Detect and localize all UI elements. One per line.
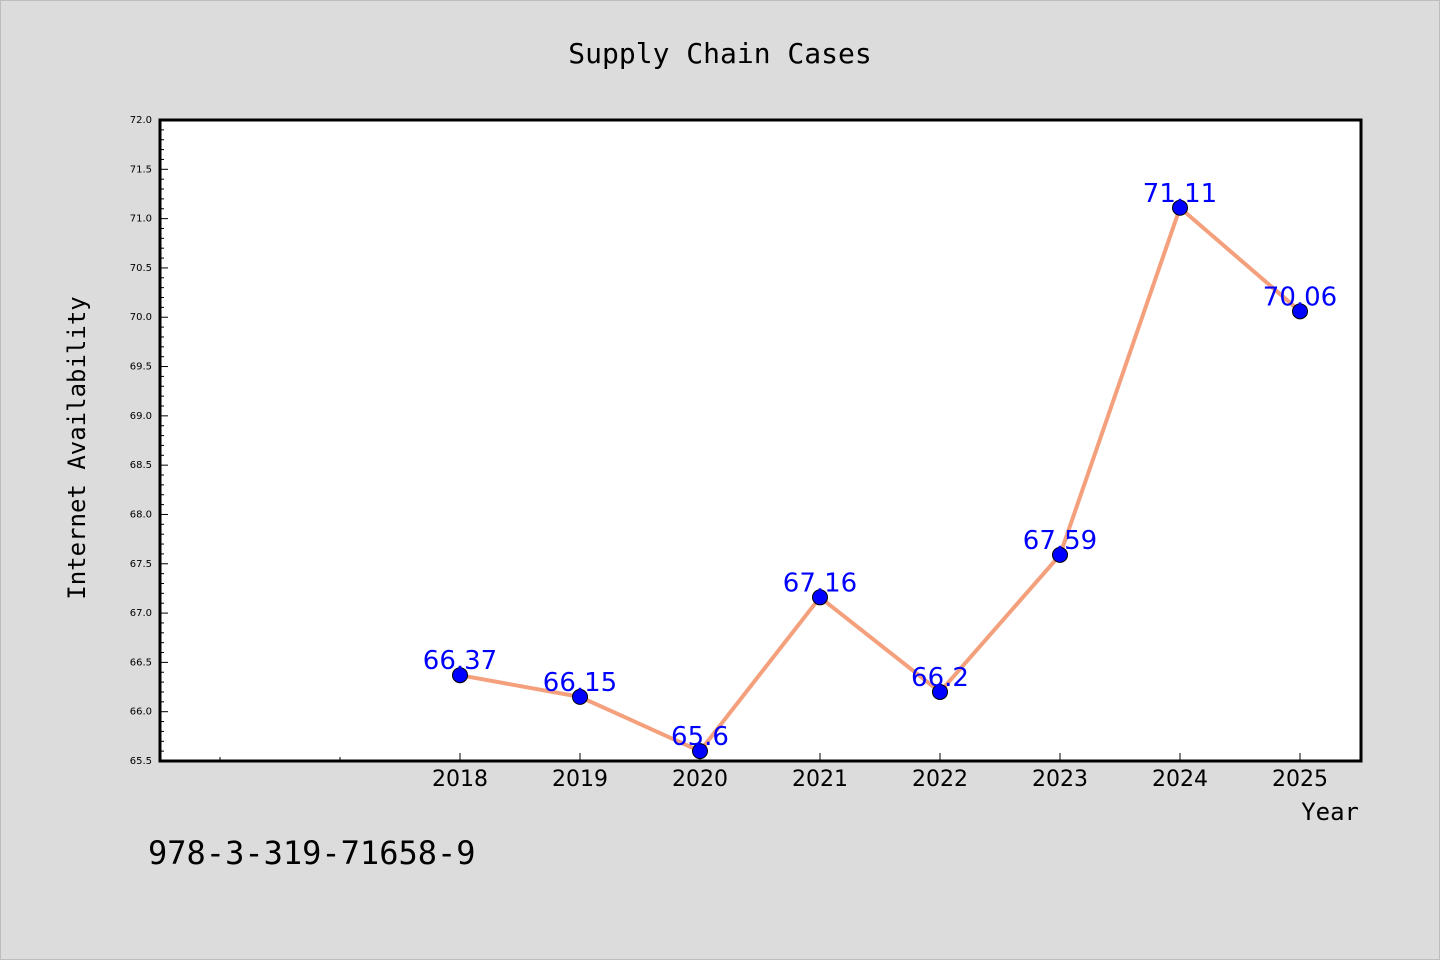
y-tick-label: 72.0 — [130, 115, 152, 126]
x-tick-label: 2024 — [1152, 767, 1208, 792]
data-label: 66.37 — [423, 646, 497, 676]
data-point — [932, 683, 948, 700]
y-tick-label: 68.0 — [130, 509, 152, 520]
y-tick-label: 70.5 — [130, 263, 152, 274]
x-tick-label: 2021 — [792, 767, 848, 792]
y-tick-label: 70.0 — [130, 312, 152, 323]
data-point — [1292, 303, 1308, 320]
y-tick-label: 71.5 — [130, 164, 152, 175]
x-tick-label: 2022 — [912, 767, 968, 792]
data-label: 67.59 — [1023, 526, 1097, 556]
data-labels: 66.37 66.15 65.6 67.16 66.2 67.59 71.11 70.06 — [423, 179, 1337, 752]
y-tick-label: 66.0 — [130, 707, 152, 718]
data-label: 70.06 — [1263, 282, 1337, 312]
x-tick-label: 2019 — [552, 767, 608, 792]
series-line-group — [459, 205, 1302, 754]
data-point — [572, 688, 588, 705]
series-line — [459, 205, 1302, 754]
data-label: 67.16 — [783, 568, 857, 598]
y-tick-label: 69.0 — [130, 411, 152, 422]
y-tick-label: 65.5 — [130, 756, 152, 767]
data-point — [692, 743, 708, 760]
plot-area — [158, 118, 1363, 763]
y-tick-label: 66.5 — [130, 657, 152, 668]
data-point — [1052, 546, 1068, 563]
x-tick-label: 2018 — [432, 767, 488, 792]
y-tick-label: 71.0 — [130, 214, 152, 225]
x-tick-label: 2023 — [1032, 767, 1088, 792]
data-label: 66.15 — [543, 668, 617, 698]
y-axis-ticks: 65.5 66.0 66.5 67.0 67.5 68.0 68.5 69.0 69.5 70.0… — [130, 115, 168, 767]
y-tick-label: 69.5 — [130, 362, 152, 373]
data-label: 65.6 — [671, 722, 729, 752]
x-tick-label: 2020 — [672, 767, 728, 792]
data-point — [812, 589, 828, 606]
data-label: 71.11 — [1143, 179, 1217, 209]
y-tick-label: 68.5 — [130, 460, 152, 471]
isbn-text: 978-3-319-71658-9 — [148, 834, 476, 872]
data-point — [1172, 199, 1188, 216]
y-axis-label: Internet Availability — [63, 296, 91, 599]
x-tick-label: 2025 — [1272, 767, 1328, 792]
x-axis-label: Year — [1301, 798, 1359, 826]
data-point — [452, 667, 468, 684]
data-label: 66.2 — [911, 663, 969, 693]
y-tick-label: 67.0 — [130, 608, 152, 619]
y-tick-label: 67.5 — [130, 559, 152, 570]
data-markers — [452, 199, 1308, 760]
x-axis-ticks: 2018 2019 2020 2021 2022 2023 2024 2025 — [219, 753, 1328, 792]
chart-title: Supply Chain Cases — [568, 37, 871, 70]
